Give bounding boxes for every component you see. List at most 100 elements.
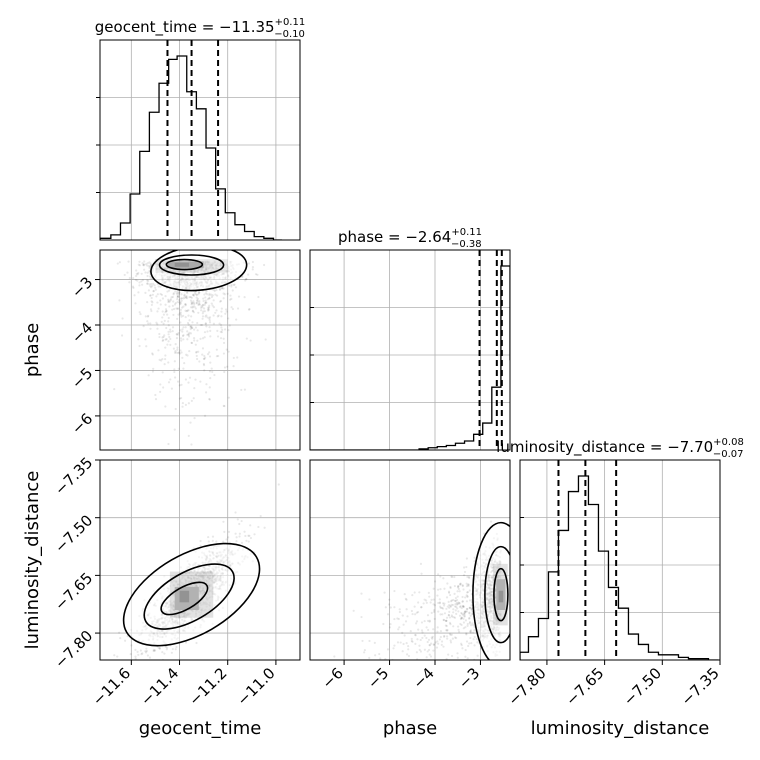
sample-point <box>144 291 147 294</box>
sample-point <box>164 354 167 357</box>
sample-point <box>401 614 404 617</box>
sample-point <box>217 354 220 358</box>
sample-point <box>471 613 474 616</box>
sample-point <box>176 307 179 310</box>
sample-point <box>427 648 431 652</box>
sample-point <box>447 591 451 594</box>
sample-point <box>402 642 405 646</box>
sample-point <box>150 286 153 289</box>
sample-point <box>457 587 460 591</box>
sample-point <box>455 598 459 602</box>
sample-point <box>138 344 141 348</box>
sample-point <box>449 585 452 589</box>
sample-point <box>208 321 212 324</box>
sample-point <box>220 326 223 329</box>
sample-point <box>191 321 194 324</box>
sample-point <box>456 607 459 610</box>
sample-point <box>134 278 137 282</box>
sample-point <box>220 307 223 310</box>
sample-point <box>141 279 145 282</box>
sample-point <box>247 540 250 543</box>
sample-point <box>222 337 225 340</box>
sample-point <box>463 614 466 617</box>
sample-point <box>439 613 442 616</box>
sample-point <box>497 665 499 667</box>
sample-point <box>401 650 404 653</box>
sample-point <box>196 357 199 361</box>
sample-point <box>207 306 210 309</box>
sample-point <box>398 626 401 629</box>
sample-point <box>187 333 190 336</box>
sample-point <box>249 339 252 342</box>
sample-point <box>468 589 471 592</box>
sample-point <box>219 300 222 303</box>
sample-point <box>446 635 449 638</box>
sample-point <box>180 339 183 342</box>
sample-point <box>164 303 167 306</box>
sample-point <box>147 279 150 282</box>
sample-point <box>436 626 439 629</box>
sample-point <box>398 610 401 614</box>
sample-point <box>446 605 449 608</box>
sample-point <box>198 291 201 294</box>
sample-point <box>165 648 168 651</box>
sample-point <box>137 338 140 341</box>
sample-point <box>456 625 460 628</box>
sample-point <box>203 310 206 313</box>
sample-point <box>498 667 500 669</box>
sample-point <box>241 275 244 279</box>
sample-point <box>193 339 196 342</box>
sample-point <box>439 605 442 608</box>
sample-point <box>168 289 171 292</box>
sample-point <box>182 297 185 300</box>
sample-point <box>181 334 185 338</box>
grid-0-0 <box>100 40 300 240</box>
sample-point <box>195 302 198 305</box>
sample-point <box>423 598 426 601</box>
sample-point <box>422 602 425 605</box>
sample-point <box>232 365 235 368</box>
sample-point <box>181 356 184 359</box>
sample-point <box>453 605 457 608</box>
sample-point <box>190 301 193 304</box>
sample-point <box>202 362 205 366</box>
sample-point <box>162 335 165 338</box>
sample-point <box>453 584 456 588</box>
sample-point <box>392 647 395 650</box>
sample-point <box>445 629 448 632</box>
sample-point <box>431 635 434 638</box>
sample-point <box>146 320 149 323</box>
sample-point <box>453 616 457 619</box>
sample-point <box>240 519 243 523</box>
x-tick-label-luminosity_distance: −7.65 <box>562 664 607 709</box>
sample-point <box>199 323 202 327</box>
sample-point <box>170 296 173 299</box>
sample-point <box>458 590 461 593</box>
sample-point <box>462 627 465 630</box>
y-tick-label-luminosity_distance: −7.35 <box>51 454 96 499</box>
sample-point <box>456 586 460 589</box>
sample-point <box>418 648 421 651</box>
sample-point <box>169 343 172 346</box>
sample-point <box>145 649 148 653</box>
sample-point <box>450 654 454 658</box>
sample-point <box>433 609 436 612</box>
sample-point <box>149 327 152 330</box>
sample-point <box>466 595 469 598</box>
sample-point <box>396 641 400 644</box>
sample-point <box>141 262 144 265</box>
sample-point <box>445 616 449 619</box>
sample-point <box>128 281 131 284</box>
sample-point <box>391 668 393 670</box>
sample-point <box>183 296 186 299</box>
sample-point <box>458 583 462 586</box>
sample-point <box>166 343 169 346</box>
sample-point <box>162 322 165 325</box>
sample-point <box>489 520 493 523</box>
x-axis-label-geocent_time: geocent_time <box>139 718 262 739</box>
sample-point <box>402 668 404 670</box>
sample-point <box>410 637 413 640</box>
sample-point <box>190 325 193 328</box>
sample-point <box>148 275 152 278</box>
sample-point <box>229 298 232 301</box>
